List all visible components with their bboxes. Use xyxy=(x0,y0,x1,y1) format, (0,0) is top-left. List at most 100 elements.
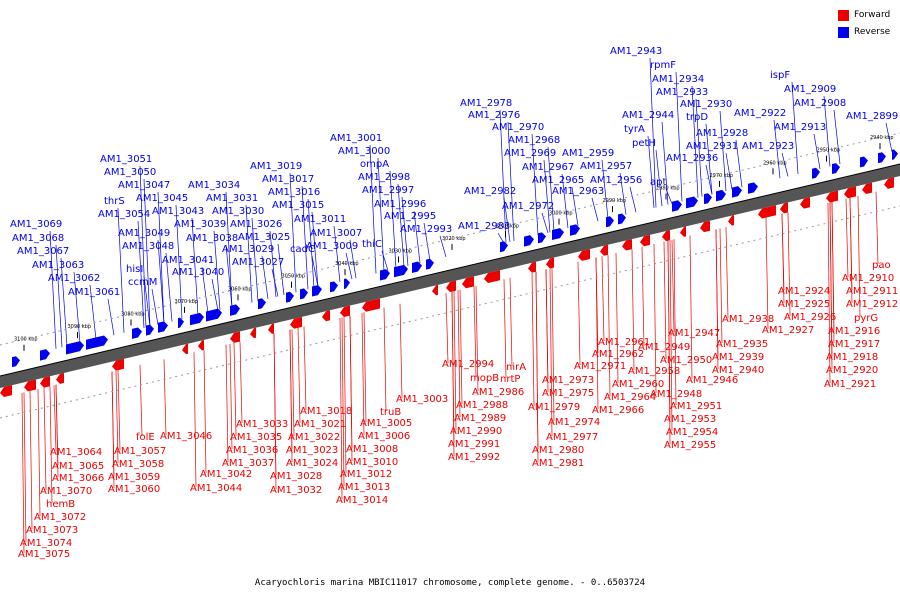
label-leader xyxy=(715,229,719,370)
gene-label: AM1_3068 xyxy=(12,233,64,244)
label-leader xyxy=(297,327,301,424)
label-leader xyxy=(531,133,539,236)
gene-label: AM1_2953 xyxy=(664,414,716,425)
forward-track xyxy=(0,205,900,419)
gene-label: cadC xyxy=(290,244,315,255)
scale-ticks: 3100 kbp 3090 kbp 3080 kbp 3070 kbp 3060 kbp… xyxy=(14,135,894,351)
forward-gene xyxy=(182,343,188,355)
gene-label: AM1_3038 xyxy=(186,233,238,244)
gene-label: AM1_3075 xyxy=(18,549,70,560)
gene-label: AM1_3050 xyxy=(104,167,156,178)
forward-gene xyxy=(600,244,608,256)
label-leader xyxy=(813,133,821,169)
label-leader xyxy=(397,183,405,267)
reverse-gene xyxy=(206,308,222,322)
forward-gene xyxy=(662,230,670,242)
gene-label: AM1_2928 xyxy=(696,128,748,139)
reverse-gene xyxy=(878,152,886,164)
gene-label: AM1_3024 xyxy=(286,458,338,469)
label-leader xyxy=(401,196,409,266)
scale-tick-label: 3070 kbp xyxy=(175,299,199,305)
reverse-gene xyxy=(66,341,84,355)
label-leader xyxy=(827,202,831,384)
forward-gene xyxy=(56,372,64,384)
label-leader xyxy=(875,191,879,265)
label-leader xyxy=(117,207,125,333)
gene-label: AM1_3033 xyxy=(236,419,288,430)
label-leader xyxy=(117,370,121,451)
forward-gene xyxy=(198,339,204,351)
label-leader xyxy=(151,288,159,325)
gene-label: AM1_3062 xyxy=(48,273,100,284)
legend-forward-label: Forward xyxy=(854,10,891,20)
legend-reverse-label: Reverse xyxy=(854,27,891,37)
gene-label: AM1_2976 xyxy=(468,110,520,121)
label-leader xyxy=(829,202,833,370)
gene-labels: AM1_3069 AM1_3068 AM1_3067 AM1_3063 AM1_3062… xyxy=(10,46,898,560)
scale-tick-label: 3090 kbp xyxy=(68,324,92,330)
gene-label: hemB xyxy=(46,499,75,510)
gene-label: AM1_2965 xyxy=(532,175,584,186)
label-leader xyxy=(261,255,269,299)
scale-tick-label: 2980 kbp xyxy=(656,185,680,191)
gene-label: tyrA xyxy=(624,124,645,135)
gene-label: AM1_2972 xyxy=(502,201,554,212)
gene-label: AM1_2969 xyxy=(504,148,556,159)
label-leader xyxy=(343,316,347,474)
gene-label: AM1_2992 xyxy=(448,452,500,463)
gene-label: AM1_3016 xyxy=(268,187,320,198)
label-leader xyxy=(311,255,319,288)
scale-tick-label: 2990 kbp xyxy=(603,198,627,204)
label-leader xyxy=(175,204,183,320)
label-leader xyxy=(349,239,357,279)
label-leader xyxy=(473,286,477,378)
label-leader xyxy=(577,261,581,366)
scale-tick-label: 2970 kbp xyxy=(710,173,734,179)
forward-gene xyxy=(780,202,788,214)
reverse-gene xyxy=(704,193,712,205)
label-leader xyxy=(705,164,713,195)
gene-label: AM1_3023 xyxy=(286,445,338,456)
label-leader xyxy=(653,243,657,394)
gene-label: AM1_2980 xyxy=(532,445,584,456)
gene-label: AM1_3059 xyxy=(108,472,160,483)
gene-label: AM1_3064 xyxy=(50,447,102,458)
label-leader xyxy=(245,204,253,303)
gene-label: AM1_3000 xyxy=(338,146,390,157)
label-leader xyxy=(619,172,627,215)
label-leader xyxy=(345,252,353,280)
gene-label: AM1_3046 xyxy=(160,431,212,442)
gene-label: AM1_2973 xyxy=(542,375,594,386)
forward-gene xyxy=(578,249,590,261)
gene-label: AM1_3067 xyxy=(17,246,69,257)
reverse-gene xyxy=(312,285,322,297)
label-leader xyxy=(225,244,233,308)
gene-label: AM1_2983 xyxy=(458,221,510,232)
gene-label: AM1_3066 xyxy=(52,473,104,484)
gene-label: AM1_3065 xyxy=(52,461,104,472)
gene-label: AM1_2921 xyxy=(824,379,876,390)
label-leader xyxy=(543,159,551,233)
reverse-gene xyxy=(190,312,204,326)
gene-label: AM1_2974 xyxy=(548,417,600,428)
gene-label: AM1_3036 xyxy=(226,445,278,456)
gene-label: AM1_2935 xyxy=(716,339,768,350)
label-leader xyxy=(591,197,599,222)
gene-label: AM1_2964 xyxy=(604,392,656,403)
label-leader xyxy=(663,241,667,360)
forward-gene xyxy=(24,379,36,392)
reverse-gene xyxy=(132,327,142,339)
label-leader xyxy=(507,121,515,241)
gene-label: AM1_3001 xyxy=(330,133,382,144)
gene-label: AM1_2946 xyxy=(686,375,738,386)
gene-label: AM1_2961 xyxy=(598,337,650,348)
label-leader xyxy=(601,159,609,219)
gene-label: AM1_2910 xyxy=(842,273,894,284)
label-leader xyxy=(475,285,479,392)
gene-label: AM1_2940 xyxy=(712,365,764,376)
reverse-gene xyxy=(732,186,742,198)
gene-label: folE xyxy=(136,432,155,443)
forward-gene xyxy=(446,280,456,292)
gene-label: AM1_2950 xyxy=(660,355,712,366)
